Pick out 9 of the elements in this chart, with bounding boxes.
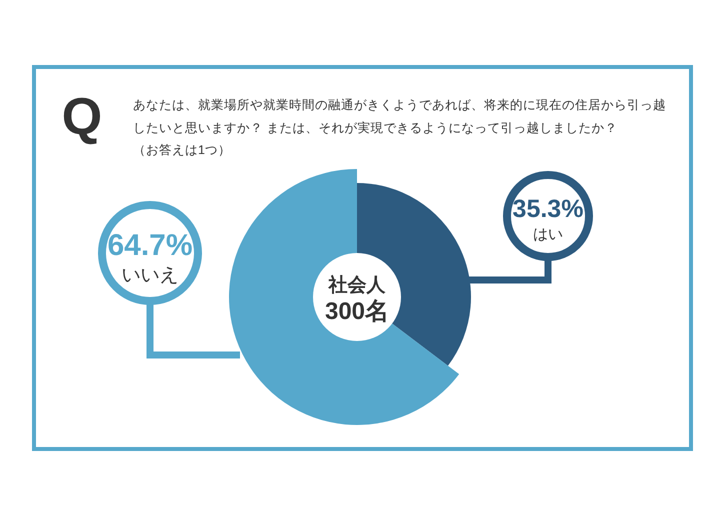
chart-title: あなたは、就業場所や就業時間の融通がきくようであれば、将来的に現在の住居から引っ越したいと思いますか？ または、それが実現できるようになって引っ越しましたか？ [133,97,667,137]
text: Q [62,88,102,146]
data-label: 35.3% [512,195,584,223]
text: 300名 [324,298,390,325]
slice-label: はい [533,226,563,243]
data-label: 64.7% [107,229,193,262]
slice-label: いいえ [122,265,178,286]
chart-subtitle: （お答えは1つ） [133,143,231,157]
text: 社会人 [328,274,386,296]
